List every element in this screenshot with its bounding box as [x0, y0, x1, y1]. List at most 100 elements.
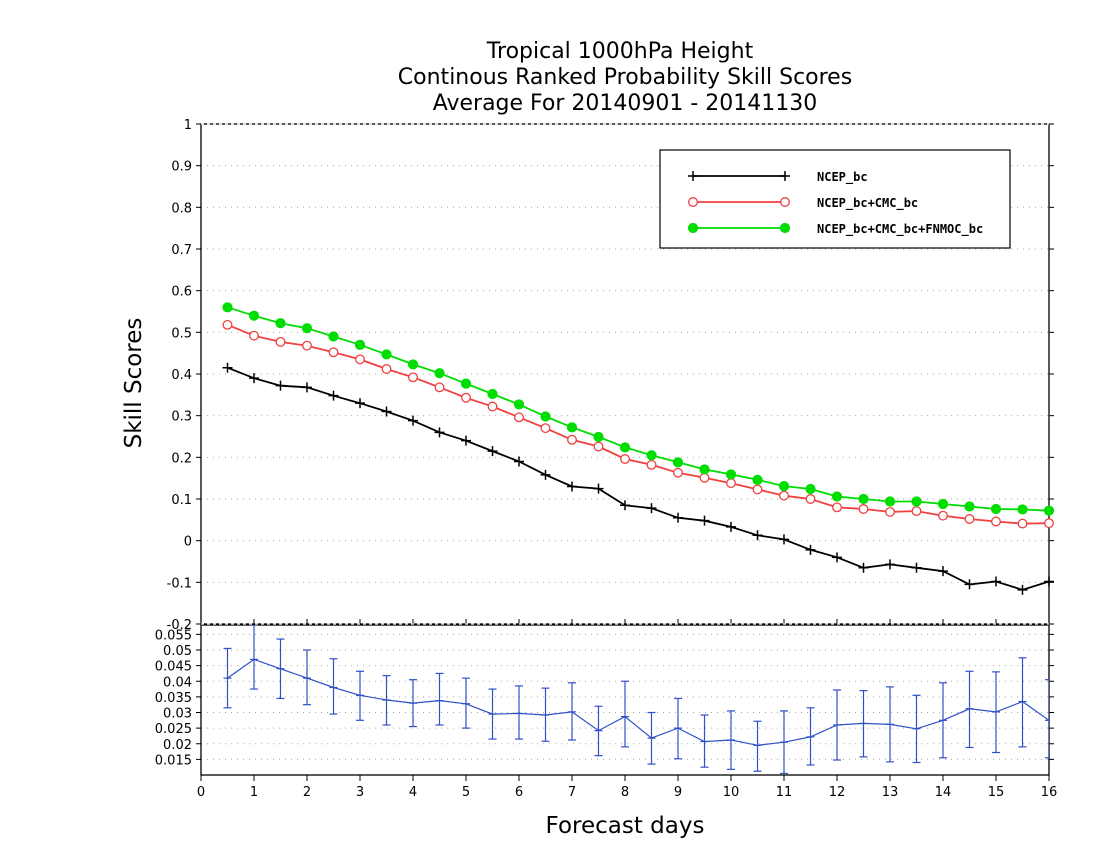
chart-title-line-3: Average For 20140901 - 20141130 [433, 91, 818, 116]
x-tick-label: 4 [409, 785, 417, 800]
series-point-0 [567, 481, 577, 492]
upper-y-tick-label: -0.2 [167, 618, 192, 633]
series-point-0 [805, 544, 816, 555]
lower-series-group [223, 625, 1049, 775]
upper-panel-frame [200, 123, 1050, 625]
series-point-1 [249, 330, 259, 341]
upper-y-tick-label: 0.9 [171, 160, 192, 175]
series-point-1 [646, 459, 657, 470]
y-axis-label: Skill Scores [121, 318, 147, 449]
legend-label-0: NCEP_bc [817, 170, 868, 185]
x-tick-label: 0 [197, 785, 205, 800]
lower-y-tick-label: 0.05 [163, 644, 192, 659]
series-point-1 [567, 434, 577, 445]
x-tick-label: 9 [674, 785, 682, 800]
series-point-0 [938, 566, 948, 577]
upper-y-tick-label: 0.4 [171, 368, 192, 383]
x-tick-label: 7 [568, 785, 576, 800]
upper-y-tick-label: 0 [184, 535, 192, 550]
upper-y-tick-label: 0.2 [171, 451, 192, 466]
series-point-0 [911, 562, 922, 573]
upper-y-tick-label: 0.3 [171, 410, 192, 425]
series-point-1 [434, 382, 445, 393]
lower-y-tick-label: 0.055 [155, 628, 192, 643]
series-point-2 [222, 302, 233, 313]
series-point-2 [434, 368, 445, 379]
x-tick-label: 14 [935, 785, 952, 800]
series-point-2 [540, 411, 551, 422]
series-point-1 [275, 336, 286, 347]
series-point-2 [858, 493, 869, 505]
series-point-0 [222, 362, 233, 373]
series-point-1 [381, 364, 392, 374]
series-point-2 [725, 469, 737, 480]
series-point-2 [699, 464, 710, 475]
legend-marker-0 [780, 171, 790, 181]
series-point-1 [408, 372, 418, 383]
lower-y-tick-label: 0.015 [155, 753, 192, 768]
legend-marker-2 [687, 222, 699, 234]
series-point-0 [461, 435, 471, 446]
x-tick-label: 3 [356, 785, 364, 800]
series-point-0 [779, 534, 789, 545]
series-point-2 [407, 359, 419, 370]
series-point-2 [460, 378, 472, 389]
x-tick-label: 16 [1041, 785, 1058, 800]
series-point-2 [831, 491, 843, 502]
series-point-1 [1044, 518, 1054, 529]
x-tick-label: 1 [250, 785, 258, 800]
series-point-1 [885, 506, 895, 517]
series-point-2 [248, 310, 260, 321]
upper-y-tick-label: 0.6 [171, 285, 192, 300]
series-line-2 [227, 306, 1050, 512]
legend-marker-1 [688, 197, 698, 207]
x-tick-label: 10 [723, 785, 740, 800]
x-tick-label: 11 [776, 785, 793, 800]
series-point-2 [301, 323, 313, 334]
series-point-1 [991, 516, 1001, 527]
plot-layer: -0.2 -0.1 0 0.1 0.2 0.3 0.4 0.5 0.6 0.7 0.8 0.9 1 0.0… [155, 118, 1057, 800]
lower-y-tick-label: 0.035 [155, 691, 192, 706]
series-point-1 [726, 478, 736, 489]
series-point-1 [938, 510, 948, 521]
upper-y-tick-label: -0.1 [167, 576, 192, 591]
series-point-2 [328, 331, 339, 342]
x-tick-label: 6 [515, 785, 523, 800]
series-point-0 [275, 380, 286, 391]
series-line-1 [227, 323, 1050, 525]
series-point-0 [646, 503, 657, 514]
series-point-0 [434, 427, 445, 438]
lower-series-line [227, 658, 1049, 746]
series-point-1 [832, 502, 842, 513]
upper-y-tick-label: 0.8 [171, 201, 192, 216]
series-point-2 [646, 450, 657, 461]
series-point-0 [593, 483, 604, 494]
series-point-1 [805, 494, 816, 504]
legend-marker-0 [688, 171, 698, 181]
series-point-0 [514, 456, 524, 467]
series-point-1 [302, 340, 312, 351]
series-point-1 [487, 401, 498, 412]
series-point-0 [964, 579, 975, 590]
series-point-0 [699, 515, 710, 526]
lower-y-tick-label: 0.04 [163, 675, 192, 690]
legend-box [659, 149, 1011, 249]
series-point-1 [779, 490, 789, 501]
series-point-2 [990, 503, 1002, 515]
upper-y-tick-label: 0.1 [171, 493, 192, 508]
lower-y-tick-label: 0.02 [163, 738, 192, 753]
series-point-0 [249, 373, 259, 384]
chart-title-line-1: Tropical 1000hPa Height [486, 39, 754, 64]
series-line-0 [227, 366, 1050, 591]
lower-y-tick-label: 0.03 [163, 707, 192, 722]
upper-y-tick-label: 0.7 [171, 243, 192, 258]
series-point-1 [1017, 518, 1028, 529]
legend-label-1: NCEP_bc+CMC_bc [817, 196, 918, 211]
series-point-2 [619, 442, 631, 453]
series-point-0 [673, 512, 683, 523]
series-point-1 [593, 441, 604, 452]
x-tick-label: 13 [882, 785, 899, 800]
series-point-0 [487, 446, 498, 457]
series-point-1 [858, 504, 869, 514]
